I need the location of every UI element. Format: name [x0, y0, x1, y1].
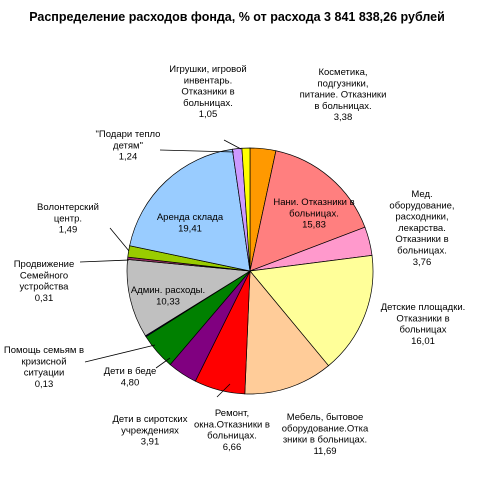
leader-line — [79, 259, 130, 263]
chart-title: Распределение расходов фонда, % от расхо… — [29, 10, 445, 24]
slice-label: Волонтерский центр. 1,49 — [37, 202, 99, 236]
slice-label: Мед. оборудование, расходники, лекарства. От… — [389, 189, 454, 268]
slice-label: Дети в сиротских учреждениях 3,91 — [112, 414, 187, 448]
slice-label: Косметика, подгузники, питание. Отказники в… — [300, 67, 387, 123]
slice-label: Продвижение Семейного устройства 0,31 — [14, 259, 75, 304]
leader-line — [223, 139, 242, 150]
leader-line — [84, 344, 156, 363]
slice-label: Помощь семьям в кризисной ситуации 0,13 — [4, 345, 84, 390]
slice-label: Нани. Отказники в больницах. 15,83 — [273, 197, 354, 231]
pie-slice — [249, 254, 374, 367]
pie-slice — [241, 147, 251, 272]
slice-label: Игрушки, игровой инвентарь. Отказники в бол… — [169, 64, 246, 120]
slice-label: Мебель, бытовое оборудование.Отка зники в … — [282, 412, 369, 457]
slice-label: "Подари тепло детям" 1,24 — [96, 129, 161, 163]
slice-label: Ремонт, окна.Отказники в больницах. 6,66 — [194, 408, 270, 453]
slice-label: Детские площадки. Отказники в больницах 16,… — [381, 302, 466, 347]
pie-slice — [126, 259, 252, 337]
leader-line — [216, 383, 231, 398]
pie-slice — [244, 270, 330, 395]
pie-slice — [249, 150, 366, 272]
leader-line — [155, 357, 171, 369]
slice-label: Админ. расходы. 10,33 — [131, 285, 205, 307]
slice-label: Аренда склада 19,41 — [157, 212, 224, 234]
leader-line — [109, 227, 130, 252]
slice-label: Дети в беде 4,80 — [104, 366, 157, 388]
leader-line — [159, 149, 235, 153]
